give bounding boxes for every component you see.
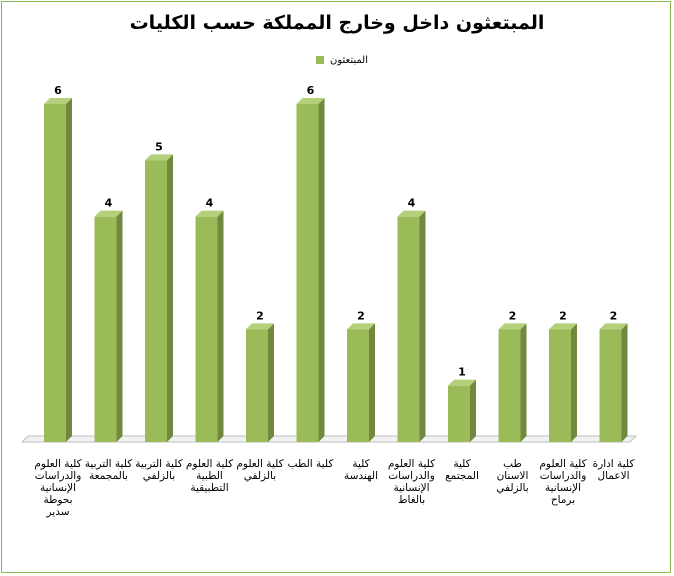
data-label: 5 bbox=[155, 140, 163, 153]
x-tick-label: كلية التربية بالزلفي bbox=[135, 458, 183, 482]
data-label: 1 bbox=[458, 366, 466, 379]
bar bbox=[44, 104, 66, 442]
data-label: 2 bbox=[559, 309, 567, 322]
bar-side bbox=[470, 379, 476, 442]
bar-side bbox=[369, 323, 375, 442]
bar bbox=[296, 104, 319, 442]
data-label: 6 bbox=[54, 84, 62, 97]
data-label: 2 bbox=[357, 309, 365, 322]
bar-top bbox=[296, 98, 325, 104]
bar-side bbox=[520, 323, 527, 442]
data-label: 4 bbox=[408, 197, 416, 210]
chart-title: المبتعثون داخل وخارج المملكة حسب الكليات bbox=[129, 12, 545, 34]
x-tick-label: كلية ادارة الاعمال bbox=[592, 458, 635, 482]
bar-side bbox=[66, 98, 72, 442]
bar-top bbox=[145, 154, 173, 161]
data-label: 2 bbox=[610, 309, 618, 322]
x-tick-label: طب الاسنان بالزلفي bbox=[496, 458, 529, 494]
bar-top bbox=[599, 323, 628, 330]
bar-side bbox=[116, 210, 123, 442]
legend-label: المبتعثون bbox=[330, 54, 368, 66]
bar bbox=[397, 216, 420, 442]
legend-swatch bbox=[316, 56, 324, 64]
x-tick-label: كلية العلوم بالزلفي bbox=[236, 458, 284, 482]
bar bbox=[195, 216, 218, 442]
bar-side bbox=[571, 323, 577, 442]
legend: المبتعثون bbox=[316, 53, 368, 67]
bar-top bbox=[246, 323, 274, 330]
bar-top bbox=[397, 210, 426, 217]
data-label: 4 bbox=[105, 197, 113, 210]
bar bbox=[448, 385, 470, 442]
bar-top bbox=[94, 210, 123, 217]
bar-top bbox=[195, 210, 224, 217]
bar-top bbox=[44, 98, 72, 104]
data-label: 4 bbox=[206, 197, 214, 210]
bar-side bbox=[621, 323, 628, 442]
x-tick-label: كلية الطب bbox=[287, 458, 334, 470]
x-tick-label: كلية العلوم الطبية التطبيقية bbox=[185, 458, 234, 494]
data-label: 2 bbox=[256, 309, 264, 322]
bar bbox=[599, 329, 622, 442]
bar-top bbox=[448, 379, 476, 386]
data-label: 6 bbox=[307, 84, 315, 97]
bar bbox=[347, 329, 369, 442]
bar-top bbox=[549, 323, 577, 330]
x-tick-label: كلية المجتمع bbox=[445, 458, 479, 482]
bar-top bbox=[347, 323, 375, 330]
bar-side bbox=[318, 98, 325, 442]
bar-top bbox=[498, 323, 527, 330]
x-tick-label: كلية العلوم والدراسات الإنسانية برماح bbox=[539, 458, 587, 506]
bar bbox=[246, 329, 268, 442]
x-tick-label: كلية العلوم والدراسات الإنسانية بالغاط bbox=[387, 458, 436, 506]
bar bbox=[549, 329, 571, 442]
x-tick-label: كلية العلوم والدراسات الإنسانية بحوطة سد… bbox=[34, 458, 82, 518]
bar-side bbox=[217, 210, 224, 442]
x-tick-label: كلية الهندسة bbox=[343, 458, 379, 482]
chart-floor bbox=[20, 435, 638, 443]
x-tick-label: كلية التربية بالمجمعة bbox=[84, 458, 133, 482]
bar bbox=[498, 329, 521, 442]
bar-side bbox=[419, 210, 426, 442]
data-label: 2 bbox=[509, 309, 517, 322]
bar bbox=[94, 216, 117, 442]
bar bbox=[145, 160, 167, 443]
bar-side bbox=[268, 323, 274, 442]
bar-side bbox=[167, 154, 173, 443]
